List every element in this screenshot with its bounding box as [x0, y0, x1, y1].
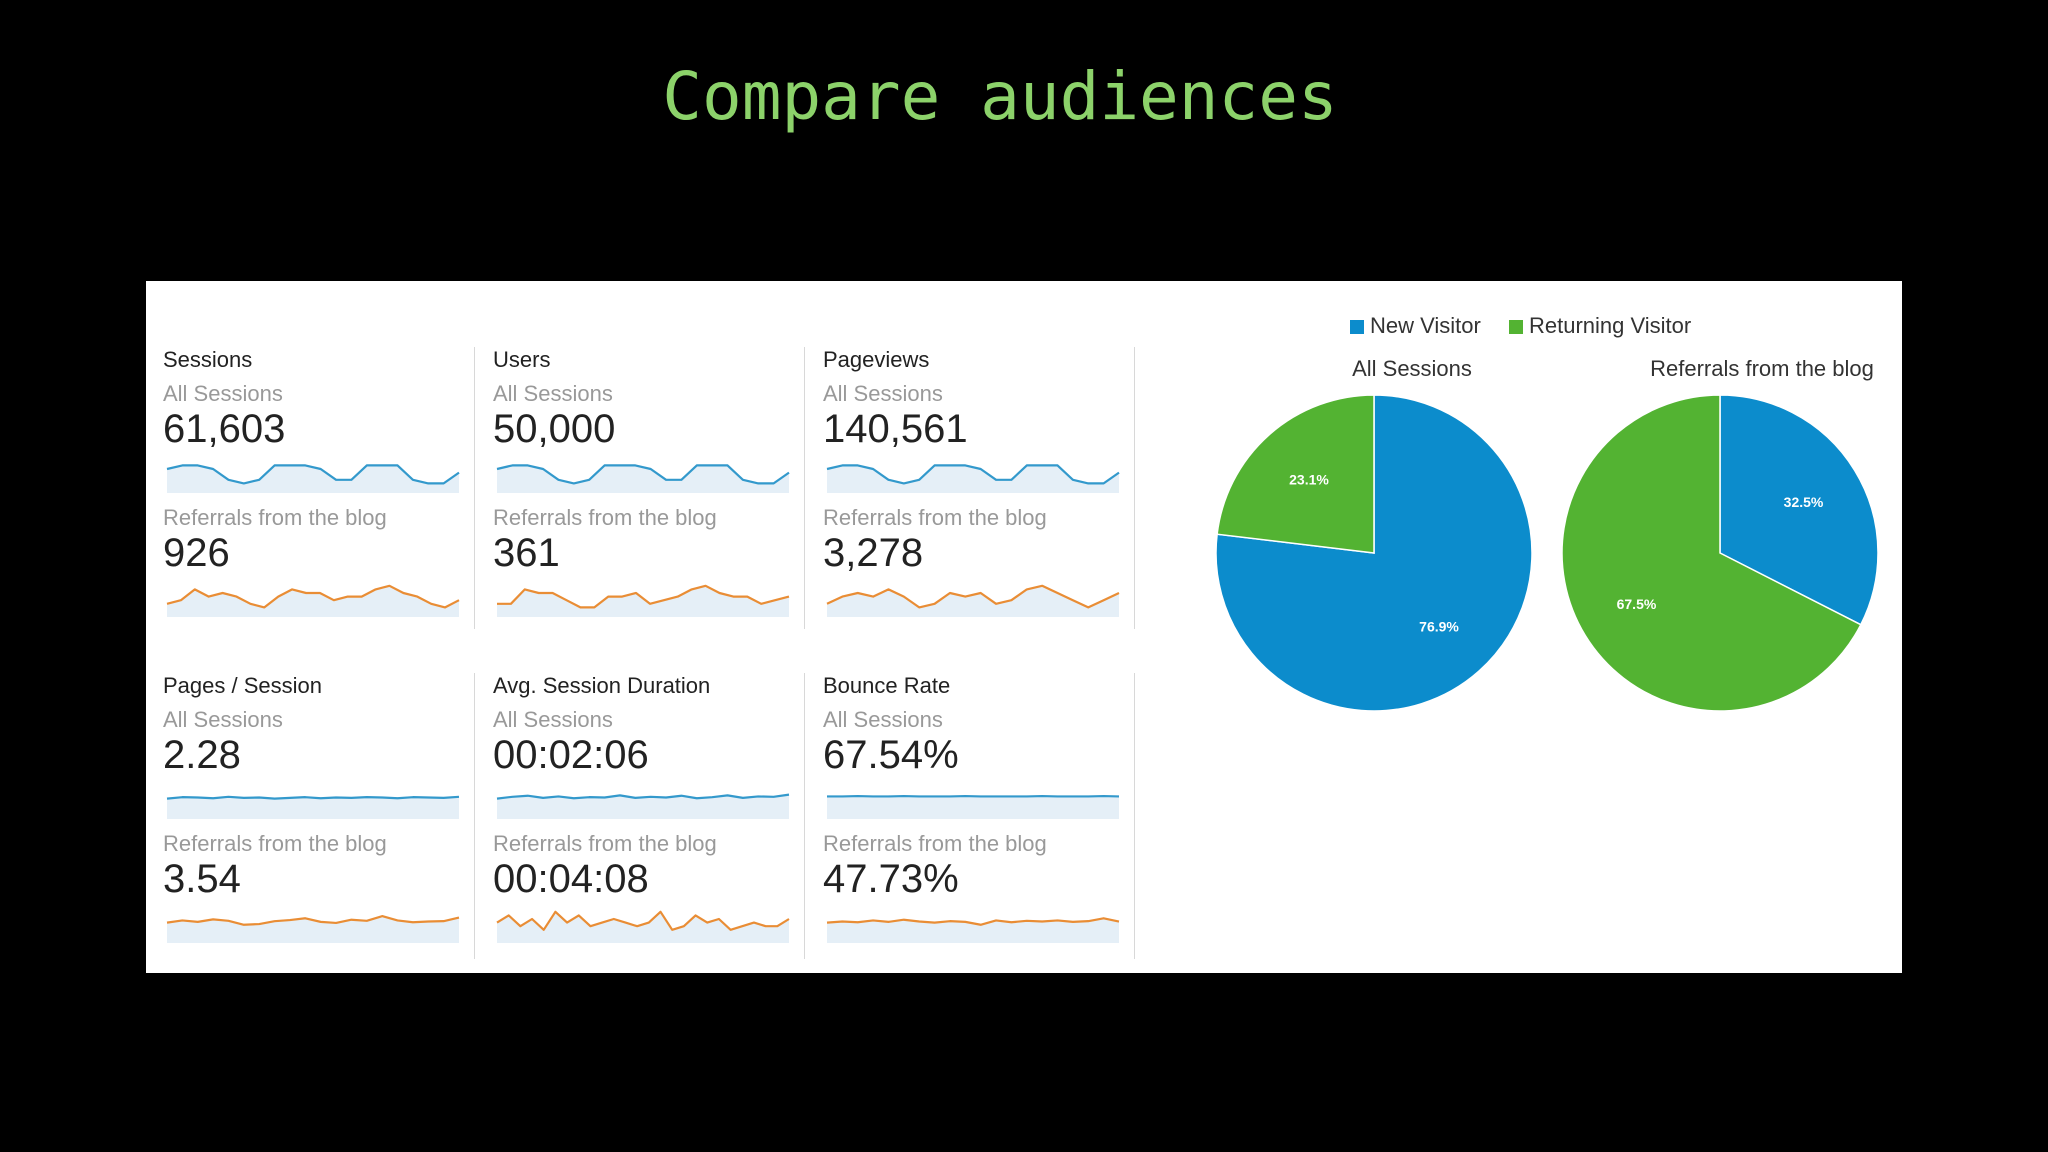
sparkline-area — [827, 796, 1119, 819]
column-divider — [804, 673, 805, 959]
pie-slice-new-visitor[interactable] — [1215, 394, 1533, 712]
metric-value-all: 61,603 — [163, 407, 286, 451]
sparkline-blog — [166, 584, 460, 617]
sparkline-blog — [497, 584, 790, 617]
sparkline-line — [497, 584, 790, 609]
sparkline-all — [166, 464, 460, 493]
metric-users[interactable]: Users All Sessions 50,000 Referrals from… — [493, 347, 793, 637]
sparkline-line — [496, 464, 790, 485]
pie-slice-new-visitor[interactable] — [1719, 394, 1879, 626]
sparkline-area — [497, 465, 789, 493]
segment-label-blog: Referrals from the blog — [493, 831, 717, 856]
metric-value-blog: 361 — [493, 531, 560, 575]
sparkline-area — [827, 585, 1119, 617]
segment-label-all: All Sessions — [823, 707, 943, 732]
metric-name: Pageviews — [823, 347, 930, 372]
metric-value-all: 50,000 — [493, 407, 616, 451]
segment-label-all: All Sessions — [493, 707, 613, 732]
metric-name: Pages / Session — [163, 673, 322, 698]
sparkline-blog — [826, 584, 1120, 617]
metric-value-blog: 00:04:08 — [493, 857, 649, 901]
sparkline-line — [826, 917, 1120, 926]
column-divider — [1134, 673, 1135, 959]
metric-avg-session-duration[interactable]: Avg. Session Duration All Sessions 00:02… — [493, 673, 793, 963]
column-divider — [804, 347, 805, 629]
pie-chart-referrals[interactable]: 32.5% 67.5% — [1560, 393, 1880, 713]
sparkline-blog — [166, 915, 460, 943]
segment-label-blog: Referrals from the blog — [163, 505, 387, 530]
metric-name: Users — [493, 347, 551, 372]
metric-value-blog: 3,278 — [823, 531, 924, 575]
segment-label-blog: Referrals from the blog — [163, 831, 387, 856]
metric-value-all: 00:02:06 — [493, 733, 649, 777]
metric-name: Sessions — [163, 347, 253, 372]
pie-legend: New Visitor Returning Visitor — [1350, 313, 1713, 339]
pie-title-all-sessions: All Sessions — [1352, 356, 1472, 381]
pie-slice-returning-visitor[interactable] — [1561, 394, 1862, 712]
segment-label-all: All Sessions — [493, 381, 613, 406]
sparkline-line — [496, 910, 790, 931]
legend-swatch — [1350, 320, 1364, 334]
metric-value-all: 67.54% — [823, 733, 959, 777]
sparkline-area — [497, 585, 789, 617]
analytics-panel: Sessions All Sessions 61,603 Referrals f… — [146, 281, 1902, 973]
sparkline-line — [496, 793, 790, 800]
sparkline-line — [826, 584, 1120, 609]
legend-label: Returning Visitor — [1528, 313, 1692, 338]
metric-value-all: 140,561 — [823, 407, 968, 451]
sparkline-area — [167, 796, 459, 819]
sparkline-blog — [496, 910, 790, 943]
column-divider — [1134, 347, 1135, 629]
metric-sessions[interactable]: Sessions All Sessions 61,603 Referrals f… — [163, 347, 463, 637]
sparkline-all — [496, 793, 790, 819]
metric-pageviews[interactable]: Pageviews All Sessions 140,561 Referrals… — [823, 347, 1123, 637]
sparkline-area — [827, 465, 1119, 493]
legend-item-new-visitor[interactable]: New Visitor — [1350, 313, 1481, 339]
sparkline-area — [167, 465, 459, 493]
metric-name: Avg. Session Duration — [493, 673, 711, 698]
sparkline-all — [826, 464, 1120, 493]
column-divider — [474, 347, 475, 629]
metric-pages-per-session[interactable]: Pages / Session All Sessions 2.28 Referr… — [163, 673, 463, 963]
legend-swatch — [1508, 320, 1523, 334]
sparkline-line — [166, 464, 460, 485]
legend-label: New Visitor — [1370, 313, 1481, 338]
pie-label-new-visitor: 76.9% — [1419, 618, 1459, 634]
metric-value-all: 2.28 — [163, 733, 241, 777]
pie-title-referrals: Referrals from the blog — [1650, 356, 1874, 381]
segment-label-all: All Sessions — [163, 707, 283, 732]
sparkline-area — [497, 794, 789, 819]
sparkline-area — [497, 911, 789, 943]
pie-label-new-visitor: 32.5% — [1784, 494, 1824, 510]
metric-value-blog: 926 — [163, 531, 230, 575]
sparkline-all — [827, 794, 1120, 819]
segment-label-all: All Sessions — [823, 381, 943, 406]
pie-label-returning-visitor: 67.5% — [1617, 596, 1657, 612]
sparkline-area — [167, 585, 459, 617]
slide-title: Compare audiences — [662, 58, 1338, 135]
metric-bounce-rate[interactable]: Bounce Rate All Sessions 67.54% Referral… — [823, 673, 1123, 963]
sparkline-line — [166, 915, 460, 926]
sparkline-all — [166, 795, 460, 819]
segment-label-all: All Sessions — [163, 381, 283, 406]
sparkline-area — [827, 918, 1119, 943]
metric-name: Bounce Rate — [823, 673, 951, 698]
metric-value-blog: 47.73% — [823, 857, 959, 901]
metric-value-blog: 3.54 — [163, 857, 241, 901]
segment-label-blog: Referrals from the blog — [823, 505, 1047, 530]
sparkline-all — [496, 464, 790, 493]
segment-label-blog: Referrals from the blog — [493, 505, 717, 530]
sparkline-line — [166, 584, 460, 609]
pie-label-returning-visitor: 23.1% — [1289, 472, 1329, 488]
sparkline-line — [166, 795, 460, 800]
sparkline-area — [167, 916, 459, 943]
sparkline-line — [826, 464, 1120, 485]
legend-item-returning-visitor[interactable]: Returning Visitor — [1508, 313, 1692, 339]
pie-slice-returning-visitor[interactable] — [1216, 394, 1375, 554]
segment-label-blog: Referrals from the blog — [823, 831, 1047, 856]
sparkline-blog — [826, 917, 1120, 943]
column-divider — [474, 673, 475, 959]
pie-chart-all-sessions[interactable]: 76.9% 23.1% — [1214, 393, 1534, 713]
